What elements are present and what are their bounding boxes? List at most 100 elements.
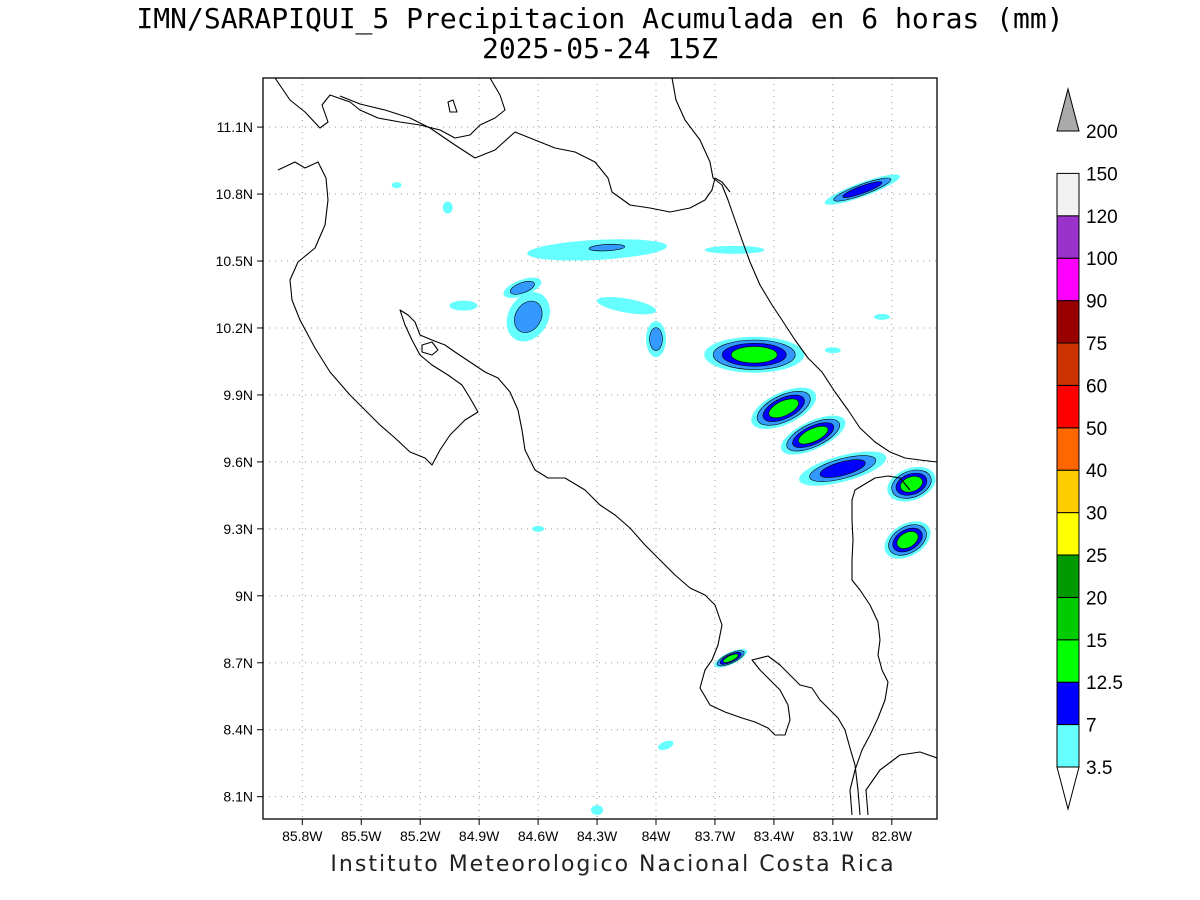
precip-cell <box>714 648 748 668</box>
lat-tick-label: 10.2N <box>216 320 253 336</box>
latitude-labels: 8.1N 8.4N 8.7N 9N 9.3N 9.6N 9.9N 10.2N 10.5N 10.8… <box>216 119 253 805</box>
precip-contour <box>588 243 626 252</box>
precip-cell <box>704 245 765 254</box>
precip-contour <box>722 653 739 663</box>
lon-tick-label: 84.9W <box>459 828 500 844</box>
footer-credit: Instituto Meteorologico Nacional Costa R… <box>330 852 896 877</box>
precip-contour <box>449 300 478 311</box>
lon-tick-label: 84.3W <box>577 828 618 844</box>
precip-contour <box>591 805 604 816</box>
precip-cell <box>449 300 478 311</box>
precip-contour <box>514 300 543 333</box>
colorbar-label: 50 <box>1086 419 1107 440</box>
colorbar-label: 12.5 <box>1086 673 1123 694</box>
precip-contour <box>896 531 919 549</box>
lat-tick-label: 9N <box>235 588 253 604</box>
precip-cell <box>780 415 846 455</box>
precip-contour <box>596 297 657 315</box>
precip-cell <box>646 321 667 358</box>
lon-tick-label: 83.1W <box>813 828 854 844</box>
precipitation-field <box>391 174 936 816</box>
lon-tick-label: 85.2W <box>400 828 441 844</box>
precip-cell <box>824 174 900 205</box>
lon-tick-label: 84.6W <box>518 828 559 844</box>
precip-cell <box>506 292 550 342</box>
precip-cell <box>391 182 402 189</box>
precip-cell <box>658 740 674 750</box>
precip-cell <box>751 387 817 430</box>
colorbar-label: 40 <box>1086 461 1107 482</box>
lat-tick-label: 9.3N <box>223 521 253 537</box>
precip-contour <box>658 740 674 750</box>
precip-cell <box>704 336 805 373</box>
lat-tick-label: 9.9N <box>223 387 253 403</box>
colorbar-label: 20 <box>1086 588 1107 609</box>
lon-tick-label: 83.4W <box>754 828 795 844</box>
map-subtitle: 2025-05-24 15Z <box>481 32 718 65</box>
panama-border <box>849 475 911 816</box>
precip-cell <box>799 451 887 486</box>
precip-contour <box>798 425 829 445</box>
colorbar-swatch <box>1056 427 1080 471</box>
colorbar-swatch <box>1056 639 1080 683</box>
lat-tick-label: 10.5N <box>216 253 253 269</box>
colorbar-label: 100 <box>1086 249 1118 270</box>
lon-tick-label: 85.5W <box>341 828 382 844</box>
colorbar-swatch <box>1056 681 1080 726</box>
precip-contour <box>730 346 778 364</box>
precip-contour <box>391 182 402 189</box>
colorbar-swatch <box>1056 469 1080 514</box>
map-frame <box>262 77 938 820</box>
colorbar-label: 7 <box>1086 716 1097 737</box>
lon-tick-label: 84W <box>642 828 672 844</box>
lat-tick-label: 11.1N <box>217 119 253 135</box>
precip-contour <box>768 398 799 419</box>
colorbar-swatch <box>1056 724 1080 768</box>
precip-contour <box>819 459 866 478</box>
map-grid <box>257 78 937 825</box>
colorbar-bottom-arrow <box>1056 766 1080 811</box>
colorbar-swatch <box>1056 215 1080 259</box>
colorbar-swatch <box>1056 342 1080 386</box>
colorbar-legend: 3.5 7 12.5 15 20 25 30 40 50 60 75 90 100 120 150 200 <box>1056 87 1123 811</box>
colorbar-swatch <box>1056 384 1080 429</box>
colorbar-swatch <box>1056 172 1080 217</box>
lon-tick-label: 85.8W <box>282 828 323 844</box>
precip-contour <box>532 525 545 532</box>
colorbar-swatch <box>1056 596 1080 641</box>
colorbar-swatch <box>1056 300 1080 344</box>
nicaragua-border <box>339 95 731 213</box>
precip-contour <box>442 201 453 214</box>
precip-cell <box>578 242 635 253</box>
colorbar-label: 30 <box>1086 504 1107 525</box>
colorbar-swatch <box>1056 554 1080 598</box>
colorbar-label: 60 <box>1086 376 1107 397</box>
nicaragua-pacific-coast <box>274 78 506 139</box>
lat-tick-label: 8.7N <box>223 655 253 671</box>
lat-tick-label: 9.6N <box>223 454 253 470</box>
precip-cell <box>596 297 657 315</box>
colorbar-label: 75 <box>1086 334 1107 355</box>
precip-cell <box>591 805 604 816</box>
colorbar-label: 150 <box>1086 164 1118 185</box>
map-title: IMN/SARAPIQUI_5 Precipitacion Acumulada … <box>136 2 1064 35</box>
precip-cell <box>503 277 542 298</box>
longitude-labels: 85.8W 85.5W 85.2W 84.9W 84.6W 84.3W 84W 83.7W 83… <box>282 828 913 844</box>
precip-contour <box>649 327 663 351</box>
colorbar-label: 120 <box>1086 207 1118 228</box>
colorbar-label: 200 <box>1086 122 1118 143</box>
precip-contour <box>873 313 890 320</box>
colorbar-label: 15 <box>1086 631 1107 652</box>
lat-tick-label: 8.1N <box>223 789 253 805</box>
precip-cell <box>442 201 453 214</box>
colorbar-label: 25 <box>1086 546 1107 567</box>
nicoya-islet <box>421 341 439 356</box>
lat-tick-label: 8.4N <box>223 722 253 738</box>
colorbar-swatch <box>1056 257 1080 302</box>
colorbar-label: 90 <box>1086 292 1107 313</box>
lon-tick-label: 82.8W <box>872 828 913 844</box>
colorbar-top-arrow <box>1056 87 1080 132</box>
nicaragua-caribbean-coast <box>671 78 937 463</box>
lon-tick-label: 83.7W <box>695 828 736 844</box>
